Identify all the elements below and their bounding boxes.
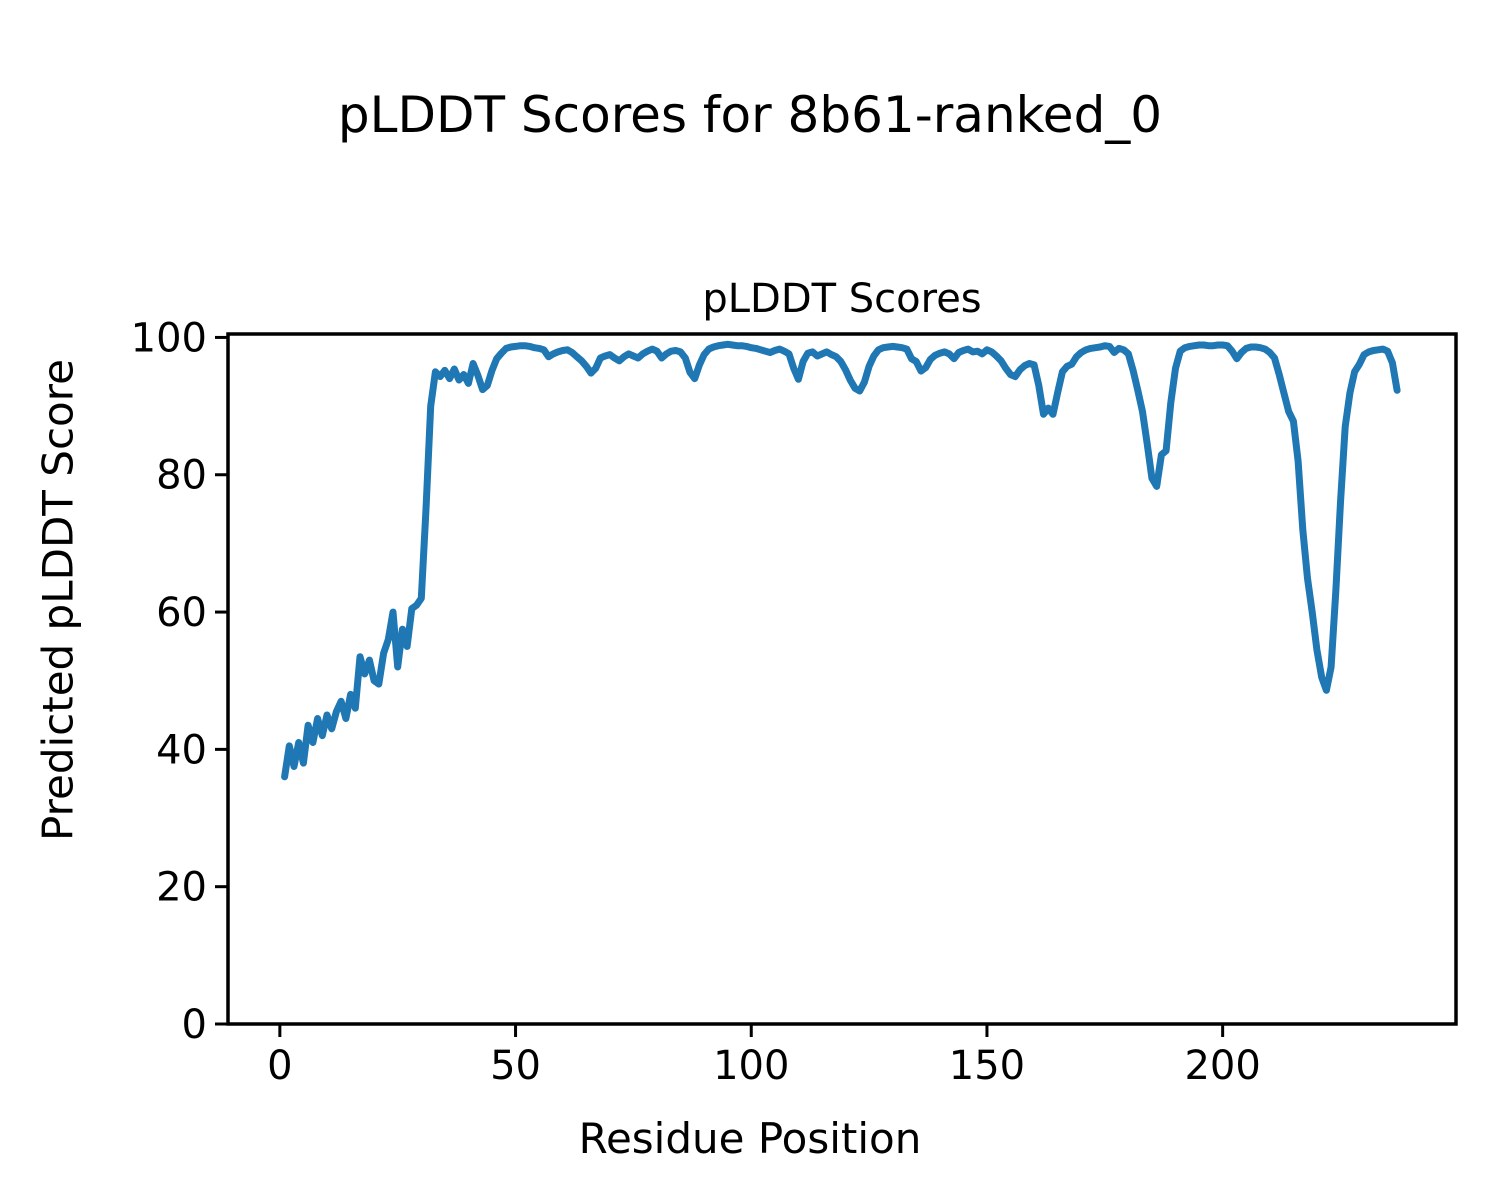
x-tick-label: 0 (267, 1043, 292, 1089)
x-axis-label: Residue Position (578, 1114, 922, 1163)
y-tick-label: 60 (156, 590, 207, 636)
axis-ticks: 0 50 100 150 200 0 20 40 60 80 100 (131, 315, 1261, 1089)
y-tick-label: 100 (131, 315, 207, 361)
figure-title: pLDDT Scores for 8b61-ranked_0 (337, 86, 1163, 144)
x-tick-label: 150 (949, 1043, 1025, 1089)
plddt-line (281, 340, 1401, 781)
y-tick-label: 40 (156, 727, 207, 773)
x-tick-label: 50 (490, 1043, 541, 1089)
x-tick-label: 200 (1184, 1043, 1260, 1089)
y-tick-label: 0 (182, 1002, 207, 1048)
axes-spines (226, 332, 1458, 1026)
axes-title: pLDDT Scores (702, 276, 982, 322)
y-tick-label: 20 (156, 865, 207, 911)
y-axis-label: Predicted pLDDT Score (33, 359, 83, 841)
y-tick-label: 80 (156, 453, 207, 499)
x-tick-label: 100 (713, 1043, 789, 1089)
data-series (281, 340, 1401, 781)
